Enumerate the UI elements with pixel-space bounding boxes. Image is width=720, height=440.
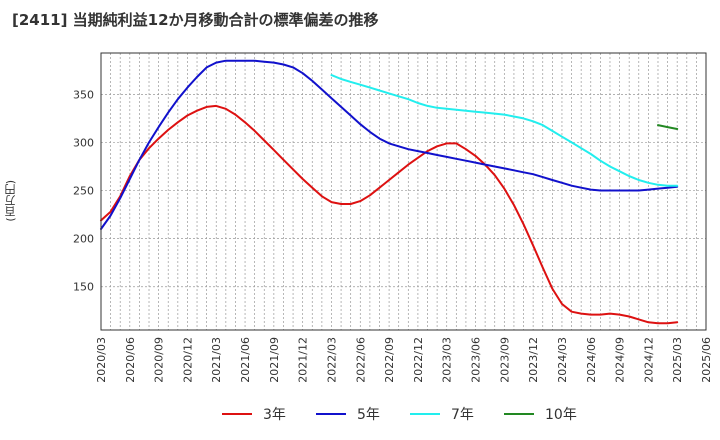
x-tick-label: 2022/09 (383, 337, 396, 383)
x-tick-label: 2023/09 (498, 337, 511, 383)
x-tick-label: 2021/09 (268, 337, 281, 383)
legend: 3年 5年 7年 10年 (222, 407, 577, 423)
legend-label: 3年 (263, 407, 286, 423)
x-tick-label: 2023/06 (470, 337, 483, 383)
x-tick-label: 2020/12 (181, 337, 194, 383)
x-tick-label: 2023/12 (527, 337, 540, 383)
x-tick-label: 2020/06 (124, 337, 137, 383)
x-tick-labels: 2020/03 2020/06 2020/09 2020/12 2021/03 2021/… (95, 337, 713, 383)
x-tick-label: 2022/06 (354, 337, 367, 383)
legend-label: 5年 (357, 407, 380, 423)
x-tick-label: 2022/12 (412, 337, 425, 383)
series-line-7年 (330, 74, 679, 187)
chart-title: [2411] 当期純利益12か月移動合計の標準偏差の推移 (12, 11, 379, 29)
legend-label: 10年 (545, 407, 577, 423)
x-tick-label: 2022/03 (325, 337, 338, 383)
x-tick-label: 2025/06 (700, 337, 713, 383)
y-tick-labels: 150 200 250 300 350 (73, 88, 94, 293)
x-tick-label: 2020/03 (95, 337, 108, 383)
x-tick-label: 2023/03 (441, 337, 454, 383)
x-tick-label: 2024/06 (585, 337, 598, 383)
x-tick-label: 2025/03 (671, 337, 684, 383)
y-tick-label: 200 (73, 233, 94, 246)
series-lines (100, 59, 679, 325)
x-tick-label: 2024/03 (556, 337, 569, 383)
legend-label: 7年 (451, 407, 474, 423)
x-tick-label: 2020/09 (153, 337, 166, 383)
x-tick-label: 2021/12 (297, 337, 310, 383)
y-tick-label: 300 (73, 136, 94, 149)
series-line-5年 (100, 59, 679, 230)
y-tick-label: 250 (73, 185, 94, 198)
x-tick-label: 2021/06 (239, 337, 252, 383)
x-tick-label: 2024/12 (642, 337, 655, 383)
plot-frame (100, 52, 707, 331)
series-line-10年 (657, 124, 679, 130)
x-tick-label: 2024/09 (614, 337, 627, 383)
y-tick-label: 350 (73, 88, 94, 101)
y-tick-label: 150 (73, 281, 94, 294)
series-line-3年 (100, 104, 679, 325)
x-tick-label: 2021/03 (210, 337, 223, 383)
